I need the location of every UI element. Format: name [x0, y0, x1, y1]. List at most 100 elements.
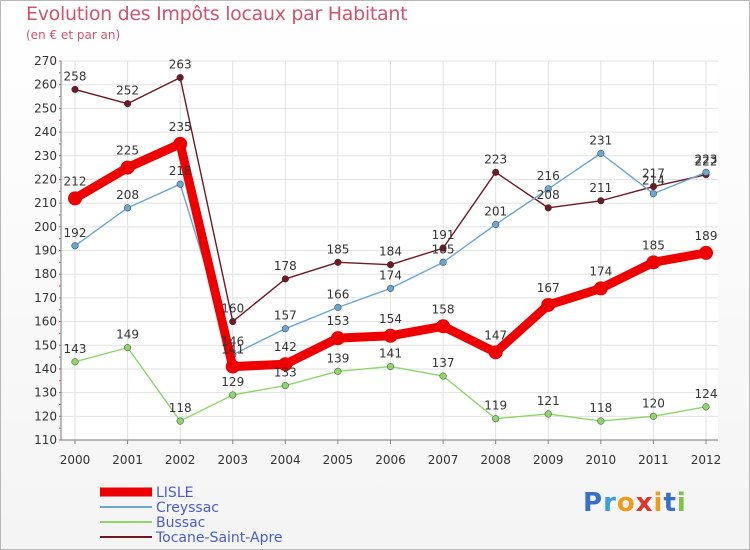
data-label: 252	[116, 84, 139, 98]
data-label: 160	[221, 302, 244, 316]
data-point	[597, 149, 605, 157]
data-point	[120, 160, 135, 175]
y-tick-label: 240	[34, 125, 57, 139]
data-point	[176, 180, 184, 188]
legend-label: LISLE	[156, 485, 193, 501]
data-label: 208	[537, 188, 560, 202]
data-point	[225, 359, 240, 374]
data-label: 174	[379, 268, 402, 282]
logo-letter: t	[663, 488, 677, 518]
y-tick-label: 250	[34, 101, 57, 115]
x-tick-label: 2011	[638, 453, 669, 467]
data-label: 235	[169, 120, 192, 134]
data-point	[544, 204, 552, 212]
data-label: 124	[695, 387, 718, 401]
data-label: 258	[64, 69, 87, 83]
data-point	[439, 258, 447, 266]
data-point	[281, 325, 289, 333]
data-point	[492, 168, 500, 176]
data-point	[439, 244, 447, 252]
proxiti-logo: Proxiti	[583, 488, 687, 518]
data-point	[173, 136, 188, 151]
data-point	[386, 261, 395, 269]
data-point	[541, 297, 556, 312]
y-tick-label: 210	[34, 196, 57, 210]
data-label: 143	[64, 342, 87, 356]
y-tick-label: 270	[34, 54, 57, 68]
data-point	[646, 255, 661, 270]
x-tick-label: 2004	[270, 453, 301, 467]
x-axis-ticks: 2000 2001 2002 2003 2004 2005 2006 2007 2008 2009…	[60, 453, 722, 467]
data-label: 185	[642, 238, 665, 252]
data-label: 191	[432, 228, 455, 242]
y-tick-label: 230	[34, 149, 57, 163]
data-label: 223	[695, 152, 718, 166]
data-point	[597, 197, 605, 205]
series-tocane-saint-apre	[71, 74, 710, 326]
x-tick-label: 2010	[586, 453, 617, 467]
data-point	[597, 417, 605, 425]
data-label: 118	[589, 401, 612, 415]
legend-item: Creyssac	[100, 500, 219, 516]
data-label: 141	[379, 347, 402, 361]
logo-letter: P	[583, 488, 604, 518]
data-point	[699, 245, 713, 260]
x-tick-label: 2005	[323, 453, 354, 467]
series-creyssac	[71, 149, 710, 359]
data-label: 129	[221, 375, 244, 389]
data-label: 141	[221, 343, 244, 357]
x-tick-label: 2006	[375, 453, 406, 467]
data-point	[229, 318, 237, 326]
data-label: 147	[484, 328, 507, 342]
data-label: 263	[169, 58, 192, 72]
data-point	[386, 363, 395, 371]
data-label: 184	[379, 245, 402, 259]
y-tick-label: 110	[34, 433, 57, 447]
data-point	[334, 303, 342, 311]
data-label: 120	[642, 396, 665, 410]
logo-letter: i	[676, 488, 687, 518]
y-tick-label: 190	[34, 244, 57, 258]
data-label: 121	[537, 394, 560, 408]
data-point	[488, 345, 503, 360]
data-label: 225	[116, 144, 139, 158]
data-point	[281, 275, 289, 283]
series-bussac	[71, 344, 710, 425]
data-point	[71, 242, 79, 250]
data-point	[71, 85, 79, 93]
data-point	[176, 74, 184, 82]
y-tick-label: 150	[34, 338, 57, 352]
y-axis-ticks: 110 120 130 140 150 160 170 180 190 200 210 220 230 2…	[34, 54, 57, 447]
data-point	[176, 417, 184, 425]
data-label: 185	[326, 242, 349, 256]
data-point	[383, 328, 398, 343]
y-tick-label: 220	[34, 172, 57, 186]
y-tick-label: 130	[34, 386, 57, 400]
data-label: 218	[169, 164, 192, 178]
data-label: 158	[432, 302, 455, 316]
data-label: 133	[274, 366, 297, 380]
data-point	[71, 358, 79, 366]
legend-item: Tocane-Saint-Apre	[100, 530, 283, 546]
y-tick-label: 120	[34, 409, 57, 423]
data-label: 142	[274, 340, 297, 354]
data-point	[492, 220, 500, 228]
data-point	[702, 168, 710, 176]
data-label: 208	[116, 188, 139, 202]
data-label: 153	[326, 314, 349, 328]
data-point	[649, 190, 657, 198]
data-label: 167	[537, 281, 560, 295]
data-point	[593, 281, 608, 296]
data-point	[386, 284, 395, 292]
data-label: 201	[484, 204, 507, 218]
x-tick-label: 2000	[60, 453, 91, 467]
data-point	[436, 319, 451, 334]
data-label: 211	[589, 181, 612, 195]
data-label: 212	[64, 174, 87, 188]
data-point	[439, 372, 447, 380]
legend-label: Bussac	[156, 515, 205, 531]
data-point	[124, 344, 132, 352]
x-tick-label: 2009	[533, 453, 564, 467]
y-tick-label: 140	[34, 362, 57, 376]
legend-item: Bussac	[100, 515, 205, 531]
